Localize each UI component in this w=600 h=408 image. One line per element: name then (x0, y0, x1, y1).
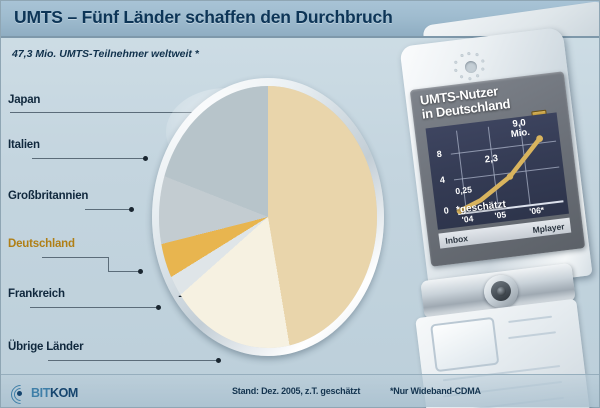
label-grossbritannien: Großbritannien (8, 190, 89, 202)
leader-line-uebrige-laender (48, 360, 218, 361)
umts-donut-chart: UMTS- Teilnehmer in Mio. 22,4 9,0 4,7 2,… (152, 78, 384, 356)
label-japan: Japan (8, 94, 41, 106)
phone-mockup: UMTS-Nutzer in Deutschland (396, 26, 600, 408)
phone-line-chart: 8 4 0 '04 '05 '06* 9,0 Mio. 2,3 0,25 (425, 112, 569, 230)
bitkom-wordmark: BITKOM (31, 386, 78, 400)
leader-line-japan (10, 112, 275, 113)
navigation-pad[interactable] (430, 316, 500, 373)
leader-dot-italien (143, 156, 148, 161)
label-frankreich: Frankreich (8, 288, 65, 300)
footer-bar (1, 374, 599, 407)
leader-line-grossbritannien (85, 209, 131, 210)
subtitle: 47,3 Mio. UMTS-Teilnehmer weltweit * (12, 48, 199, 60)
softkey-inbox[interactable]: Inbox (444, 232, 469, 246)
header-bar: UMTS – Fünf Länder schaffen den Durchbru… (1, 1, 599, 38)
speaker-center (464, 60, 478, 74)
leader-dot-deutschland (138, 269, 143, 274)
page-title: UMTS – Fünf Länder schaffen den Durchbru… (14, 7, 393, 27)
line-series-svg (456, 135, 544, 215)
bitkom-mark-icon (7, 380, 34, 408)
bitkom-logo: BITKOM (7, 380, 78, 408)
leader-dot-uebrige-laender (216, 358, 221, 363)
ytick-8: 8 (436, 148, 443, 160)
leader-line-frankreich (30, 307, 158, 308)
leader-line-deutschland-a (42, 257, 109, 258)
logo-bit: BIT (31, 386, 50, 400)
camera-lens-mid (489, 279, 513, 303)
point-label-mid: 2,3 (484, 152, 499, 166)
label-deutschland: Deutschland (8, 238, 75, 250)
leader-line-italien (32, 158, 145, 159)
softkey-mplayer[interactable]: Mplayer (531, 220, 566, 235)
camera-lens-inner (496, 286, 507, 297)
xtick-06: '06* (528, 204, 545, 217)
logo-kom: KOM (49, 386, 78, 400)
footnote-cdma: *Nur Wideband-CDMA (390, 386, 481, 396)
leader-dot-frankreich (156, 305, 161, 310)
point-label-low: 0,25 (454, 184, 473, 197)
ytick-0: 0 (443, 205, 450, 216)
speaker-grille-icon (452, 50, 489, 84)
leader-dot-grossbritannien (129, 207, 134, 212)
source-note: Stand: Dez. 2005, z.T. geschätzt (232, 386, 361, 396)
disc-slices (159, 86, 377, 348)
point-label-peak: 9,0 Mio. (509, 117, 531, 140)
leader-line-deutschland-c (108, 271, 140, 272)
phone-screen-bezel: UMTS-Nutzer in Deutschland (409, 71, 586, 267)
ytick-4: 4 (439, 174, 446, 186)
label-italien: Italien (8, 139, 40, 151)
label-uebrige-laender: Übrige Länder (8, 341, 84, 353)
leader-line-deutschland-b (108, 257, 109, 271)
peak-unit: Mio. (510, 126, 531, 140)
pie-slice-japan (159, 86, 377, 348)
